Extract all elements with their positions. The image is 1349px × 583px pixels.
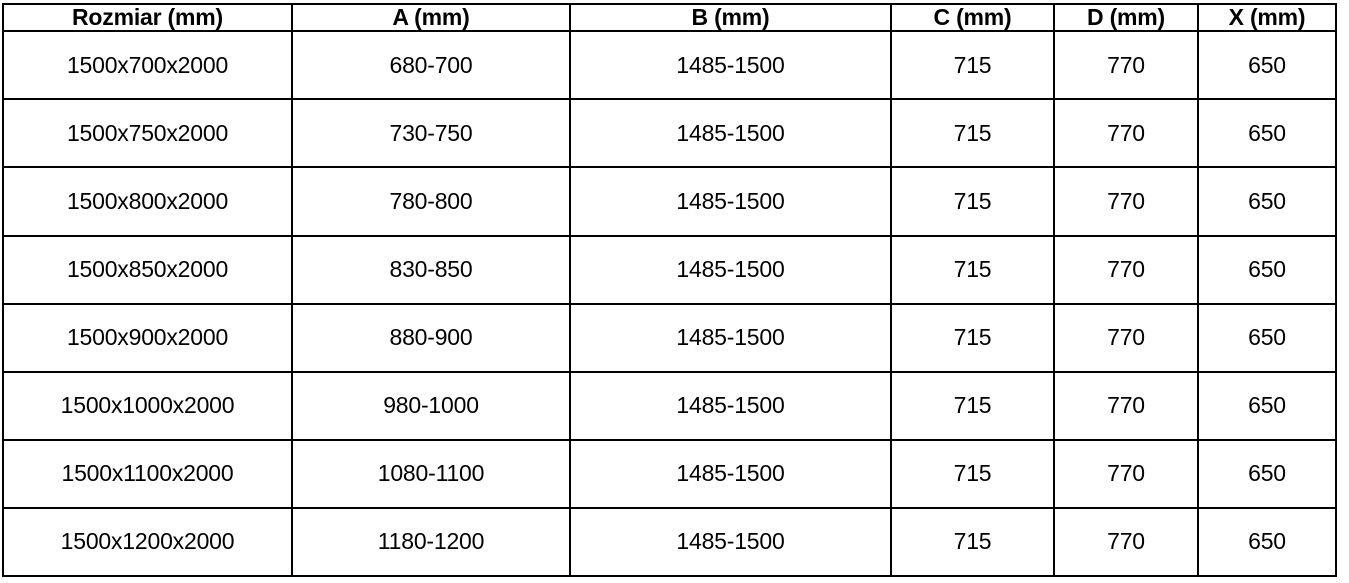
- cell-x: 650: [1197, 302, 1337, 373]
- table-row: 1500x750x2000 730-750 1485-1500 715 770 …: [2, 98, 1337, 169]
- cell-x: 650: [1197, 234, 1337, 305]
- cell-b: 1485-1500: [569, 370, 892, 441]
- cell-a: 1080-1100: [291, 438, 571, 509]
- column-header-a: A (mm): [291, 2, 571, 33]
- cell-x: 650: [1197, 370, 1337, 441]
- table-row: 1500x1000x2000 980-1000 1485-1500 715 77…: [2, 370, 1337, 441]
- cell-size: 1500x1100x2000: [2, 438, 293, 509]
- cell-c: 715: [890, 506, 1055, 578]
- table-body: 1500x700x2000 680-700 1485-1500 715 770 …: [2, 30, 1337, 578]
- column-header-size: Rozmiar (mm): [2, 2, 293, 33]
- cell-d: 770: [1053, 166, 1199, 237]
- cell-a: 780-800: [291, 166, 571, 237]
- table-row: 1500x700x2000 680-700 1485-1500 715 770 …: [2, 30, 1337, 101]
- cell-size: 1500x900x2000: [2, 302, 293, 373]
- cell-a: 880-900: [291, 302, 571, 373]
- cell-c: 715: [890, 234, 1055, 305]
- cell-c: 715: [890, 302, 1055, 373]
- table-header-row: Rozmiar (mm) A (mm) B (mm) C (mm) D (mm)…: [2, 2, 1337, 33]
- cell-size: 1500x800x2000: [2, 166, 293, 237]
- cell-size: 1500x1000x2000: [2, 370, 293, 441]
- cell-c: 715: [890, 166, 1055, 237]
- cell-c: 715: [890, 30, 1055, 101]
- table-row: 1500x1200x2000 1180-1200 1485-1500 715 7…: [2, 506, 1337, 578]
- cell-d: 770: [1053, 234, 1199, 305]
- cell-c: 715: [890, 438, 1055, 509]
- dimensions-table: Rozmiar (mm) A (mm) B (mm) C (mm) D (mm)…: [2, 2, 1337, 578]
- cell-x: 650: [1197, 30, 1337, 101]
- cell-size: 1500x1200x2000: [2, 506, 293, 578]
- cell-b: 1485-1500: [569, 98, 892, 169]
- column-header-b: B (mm): [569, 2, 892, 33]
- cell-d: 770: [1053, 98, 1199, 169]
- cell-b: 1485-1500: [569, 234, 892, 305]
- cell-a: 730-750: [291, 98, 571, 169]
- cell-a: 680-700: [291, 30, 571, 101]
- table-row: 1500x850x2000 830-850 1485-1500 715 770 …: [2, 234, 1337, 305]
- cell-x: 650: [1197, 166, 1337, 237]
- cell-size: 1500x850x2000: [2, 234, 293, 305]
- cell-a: 980-1000: [291, 370, 571, 441]
- table-row: 1500x900x2000 880-900 1485-1500 715 770 …: [2, 302, 1337, 373]
- cell-b: 1485-1500: [569, 166, 892, 237]
- column-header-c: C (mm): [890, 2, 1055, 33]
- cell-a: 1180-1200: [291, 506, 571, 578]
- cell-d: 770: [1053, 302, 1199, 373]
- cell-d: 770: [1053, 370, 1199, 441]
- cell-b: 1485-1500: [569, 438, 892, 509]
- cell-b: 1485-1500: [569, 30, 892, 101]
- cell-a: 830-850: [291, 234, 571, 305]
- cell-size: 1500x700x2000: [2, 30, 293, 101]
- cell-d: 770: [1053, 438, 1199, 509]
- cell-d: 770: [1053, 30, 1199, 101]
- column-header-d: D (mm): [1053, 2, 1199, 33]
- column-header-x: X (mm): [1197, 2, 1337, 33]
- table-row: 1500x1100x2000 1080-1100 1485-1500 715 7…: [2, 438, 1337, 509]
- table-header: Rozmiar (mm) A (mm) B (mm) C (mm) D (mm)…: [2, 2, 1337, 33]
- cell-x: 650: [1197, 438, 1337, 509]
- cell-b: 1485-1500: [569, 302, 892, 373]
- cell-c: 715: [890, 370, 1055, 441]
- cell-x: 650: [1197, 98, 1337, 169]
- cell-c: 715: [890, 98, 1055, 169]
- cell-x: 650: [1197, 506, 1337, 578]
- cell-d: 770: [1053, 506, 1199, 578]
- table-row: 1500x800x2000 780-800 1485-1500 715 770 …: [2, 166, 1337, 237]
- cell-b: 1485-1500: [569, 506, 892, 578]
- cell-size: 1500x750x2000: [2, 98, 293, 169]
